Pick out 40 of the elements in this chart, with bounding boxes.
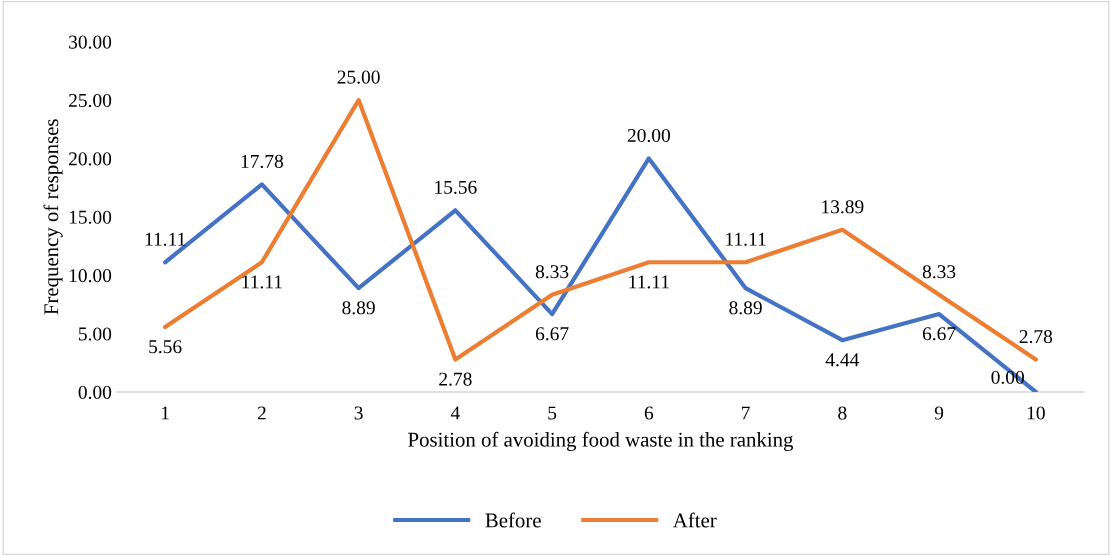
x-tick-label: 8 bbox=[838, 406, 847, 420]
y-axis-title: Frequency of responses bbox=[43, 119, 63, 315]
data-label: 11.11 bbox=[242, 275, 282, 289]
data-label: 20.00 bbox=[627, 128, 670, 143]
x-tick-label: 3 bbox=[354, 406, 363, 420]
data-label: 8.89 bbox=[342, 301, 375, 315]
y-tick-label: 25.00 bbox=[69, 93, 112, 108]
data-label: 15.56 bbox=[435, 180, 477, 194]
data-label: 11.11 bbox=[145, 232, 186, 246]
data-label: 6.67 bbox=[922, 327, 956, 341]
data-label: 6.67 bbox=[535, 327, 569, 341]
x-tick-label: 4 bbox=[450, 406, 460, 420]
x-tick-label: 9 bbox=[934, 406, 944, 420]
y-tick-label: 30.00 bbox=[69, 35, 112, 49]
x-tick-label: 1 bbox=[161, 406, 169, 420]
data-label: 8.33 bbox=[535, 265, 569, 279]
data-label: 13.89 bbox=[822, 200, 864, 214]
legend-label: Before bbox=[485, 512, 541, 528]
x-axis-title: Position of avoiding food waste in the ranking bbox=[408, 431, 794, 451]
y-tick-label: 5.00 bbox=[79, 327, 112, 341]
x-tick-label: 7 bbox=[742, 406, 750, 420]
x-tick-label: 6 bbox=[644, 406, 654, 420]
data-label: 5.56 bbox=[149, 340, 182, 354]
legend-label: After bbox=[672, 512, 717, 528]
x-tick-label: 10 bbox=[1027, 406, 1045, 420]
y-tick-label: 15.00 bbox=[69, 210, 112, 224]
x-tick-label: 2 bbox=[257, 406, 266, 420]
data-label: 11.11 bbox=[629, 275, 669, 289]
y-tick-label: 20.00 bbox=[69, 152, 112, 166]
data-label: 4.44 bbox=[825, 353, 860, 367]
data-label: 17.78 bbox=[241, 154, 284, 169]
y-tick-label: 10.00 bbox=[69, 269, 112, 283]
data-label: 2.78 bbox=[439, 372, 472, 386]
data-label: 25.00 bbox=[337, 70, 380, 84]
data-label: 2.78 bbox=[1019, 329, 1053, 344]
data-label: 11.11 bbox=[726, 232, 766, 246]
y-tick-label: 0.00 bbox=[78, 385, 112, 399]
x-tick-label: 5 bbox=[548, 406, 557, 420]
data-label: 8.89 bbox=[729, 301, 762, 315]
data-label: 8.33 bbox=[922, 265, 956, 279]
